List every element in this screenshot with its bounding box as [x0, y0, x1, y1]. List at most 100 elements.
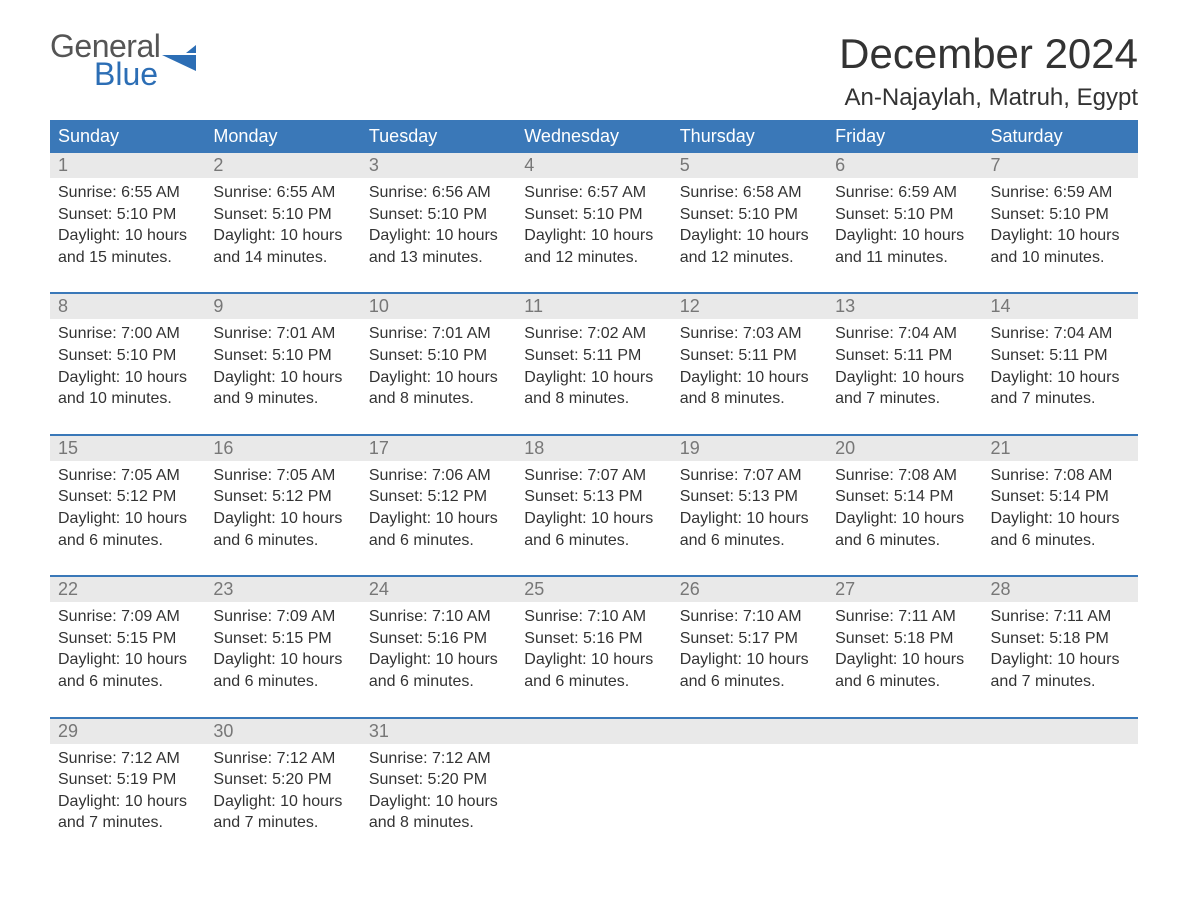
sunset-text: Sunset: 5:15 PM	[213, 628, 352, 650]
daylight-line-1: Daylight: 10 hours	[991, 225, 1130, 247]
sunset-text: Sunset: 5:20 PM	[369, 769, 508, 791]
weekday-header: Thursday	[672, 120, 827, 153]
daylight-line-1: Daylight: 10 hours	[213, 791, 352, 813]
day-data-cell: Sunrise: 7:12 AMSunset: 5:20 PMDaylight:…	[205, 744, 360, 858]
day-number-cell: 25	[516, 577, 671, 602]
day-data-cell: Sunrise: 7:07 AMSunset: 5:13 PMDaylight:…	[672, 461, 827, 575]
daylight-line-1: Daylight: 10 hours	[524, 649, 663, 671]
page-header: General Blue December 2024 An-Najaylah, …	[50, 30, 1138, 112]
day-data-cell: Sunrise: 7:00 AMSunset: 5:10 PMDaylight:…	[50, 319, 205, 433]
sunset-text: Sunset: 5:20 PM	[213, 769, 352, 791]
sunrise-text: Sunrise: 7:03 AM	[680, 323, 819, 345]
day-number-cell: 10	[361, 294, 516, 319]
day-number-cell: 16	[205, 436, 360, 461]
daylight-line-1: Daylight: 10 hours	[680, 508, 819, 530]
day-data-row: Sunrise: 7:05 AMSunset: 5:12 PMDaylight:…	[50, 461, 1138, 575]
sunset-text: Sunset: 5:16 PM	[524, 628, 663, 650]
day-data-row: Sunrise: 7:12 AMSunset: 5:19 PMDaylight:…	[50, 744, 1138, 858]
day-data-cell: Sunrise: 7:08 AMSunset: 5:14 PMDaylight:…	[983, 461, 1138, 575]
sunrise-text: Sunrise: 7:12 AM	[369, 748, 508, 770]
daylight-line-1: Daylight: 10 hours	[213, 225, 352, 247]
day-number-cell: 1	[50, 153, 205, 178]
daylight-line-2: and 15 minutes.	[58, 247, 197, 269]
title-block: December 2024 An-Najaylah, Matruh, Egypt	[839, 30, 1138, 112]
daylight-line-2: and 10 minutes.	[58, 388, 197, 410]
sunrise-text: Sunrise: 7:01 AM	[369, 323, 508, 345]
day-number-cell: 22	[50, 577, 205, 602]
day-number-cell: 6	[827, 153, 982, 178]
sunrise-text: Sunrise: 7:02 AM	[524, 323, 663, 345]
daylight-line-2: and 6 minutes.	[369, 530, 508, 552]
day-number-cell: 20	[827, 436, 982, 461]
day-data-cell: Sunrise: 7:09 AMSunset: 5:15 PMDaylight:…	[50, 602, 205, 716]
sunset-text: Sunset: 5:10 PM	[58, 345, 197, 367]
day-number-cell: 7	[983, 153, 1138, 178]
day-data-cell: Sunrise: 7:06 AMSunset: 5:12 PMDaylight:…	[361, 461, 516, 575]
day-data-cell	[827, 744, 982, 858]
sunset-text: Sunset: 5:10 PM	[369, 345, 508, 367]
sunset-text: Sunset: 5:10 PM	[991, 204, 1130, 226]
day-number-cell: 4	[516, 153, 671, 178]
sunrise-text: Sunrise: 6:55 AM	[213, 182, 352, 204]
daylight-line-2: and 12 minutes.	[680, 247, 819, 269]
daylight-line-1: Daylight: 10 hours	[58, 649, 197, 671]
daylight-line-1: Daylight: 10 hours	[369, 367, 508, 389]
day-data-cell: Sunrise: 6:57 AMSunset: 5:10 PMDaylight:…	[516, 178, 671, 292]
day-data-cell: Sunrise: 6:56 AMSunset: 5:10 PMDaylight:…	[361, 178, 516, 292]
day-data-cell: Sunrise: 7:02 AMSunset: 5:11 PMDaylight:…	[516, 319, 671, 433]
daylight-line-2: and 8 minutes.	[369, 388, 508, 410]
daylight-line-2: and 7 minutes.	[991, 388, 1130, 410]
sunset-text: Sunset: 5:11 PM	[524, 345, 663, 367]
daylight-line-2: and 6 minutes.	[524, 530, 663, 552]
daylight-line-2: and 6 minutes.	[680, 530, 819, 552]
sunset-text: Sunset: 5:13 PM	[524, 486, 663, 508]
day-data-cell: Sunrise: 7:10 AMSunset: 5:16 PMDaylight:…	[516, 602, 671, 716]
sunrise-text: Sunrise: 7:05 AM	[213, 465, 352, 487]
day-data-cell	[672, 744, 827, 858]
day-number-cell: 26	[672, 577, 827, 602]
sunset-text: Sunset: 5:10 PM	[835, 204, 974, 226]
day-number-cell: 29	[50, 719, 205, 744]
daylight-line-2: and 6 minutes.	[213, 530, 352, 552]
daylight-line-1: Daylight: 10 hours	[58, 508, 197, 530]
daylight-line-2: and 8 minutes.	[680, 388, 819, 410]
sunrise-text: Sunrise: 6:59 AM	[835, 182, 974, 204]
daylight-line-1: Daylight: 10 hours	[991, 649, 1130, 671]
logo-flag-icon	[162, 45, 196, 76]
daylight-line-1: Daylight: 10 hours	[58, 791, 197, 813]
daylight-line-2: and 6 minutes.	[58, 671, 197, 693]
daylight-line-1: Daylight: 10 hours	[680, 225, 819, 247]
day-data-row: Sunrise: 6:55 AMSunset: 5:10 PMDaylight:…	[50, 178, 1138, 292]
day-data-cell: Sunrise: 6:55 AMSunset: 5:10 PMDaylight:…	[205, 178, 360, 292]
day-number-cell: 11	[516, 294, 671, 319]
sunrise-text: Sunrise: 7:06 AM	[369, 465, 508, 487]
daylight-line-2: and 8 minutes.	[524, 388, 663, 410]
day-number-cell: 12	[672, 294, 827, 319]
sunrise-text: Sunrise: 7:04 AM	[991, 323, 1130, 345]
daylight-line-1: Daylight: 10 hours	[991, 508, 1130, 530]
day-number-row: 293031	[50, 719, 1138, 744]
day-data-cell: Sunrise: 7:01 AMSunset: 5:10 PMDaylight:…	[361, 319, 516, 433]
weekday-header-row: Sunday Monday Tuesday Wednesday Thursday…	[50, 120, 1138, 153]
sunset-text: Sunset: 5:10 PM	[58, 204, 197, 226]
daylight-line-2: and 13 minutes.	[369, 247, 508, 269]
day-number-cell	[672, 719, 827, 744]
day-number-row: 891011121314	[50, 294, 1138, 319]
daylight-line-2: and 6 minutes.	[680, 671, 819, 693]
daylight-line-1: Daylight: 10 hours	[369, 508, 508, 530]
daylight-line-2: and 7 minutes.	[991, 671, 1130, 693]
daylight-line-2: and 12 minutes.	[524, 247, 663, 269]
daylight-line-1: Daylight: 10 hours	[524, 225, 663, 247]
day-data-cell: Sunrise: 7:11 AMSunset: 5:18 PMDaylight:…	[983, 602, 1138, 716]
daylight-line-1: Daylight: 10 hours	[835, 225, 974, 247]
day-data-cell: Sunrise: 7:04 AMSunset: 5:11 PMDaylight:…	[983, 319, 1138, 433]
daylight-line-1: Daylight: 10 hours	[524, 367, 663, 389]
daylight-line-2: and 7 minutes.	[213, 812, 352, 834]
daylight-line-2: and 6 minutes.	[369, 671, 508, 693]
daylight-line-1: Daylight: 10 hours	[680, 649, 819, 671]
day-data-cell: Sunrise: 6:59 AMSunset: 5:10 PMDaylight:…	[983, 178, 1138, 292]
sunset-text: Sunset: 5:18 PM	[991, 628, 1130, 650]
day-data-row: Sunrise: 7:09 AMSunset: 5:15 PMDaylight:…	[50, 602, 1138, 716]
day-number-cell: 15	[50, 436, 205, 461]
daylight-line-2: and 14 minutes.	[213, 247, 352, 269]
